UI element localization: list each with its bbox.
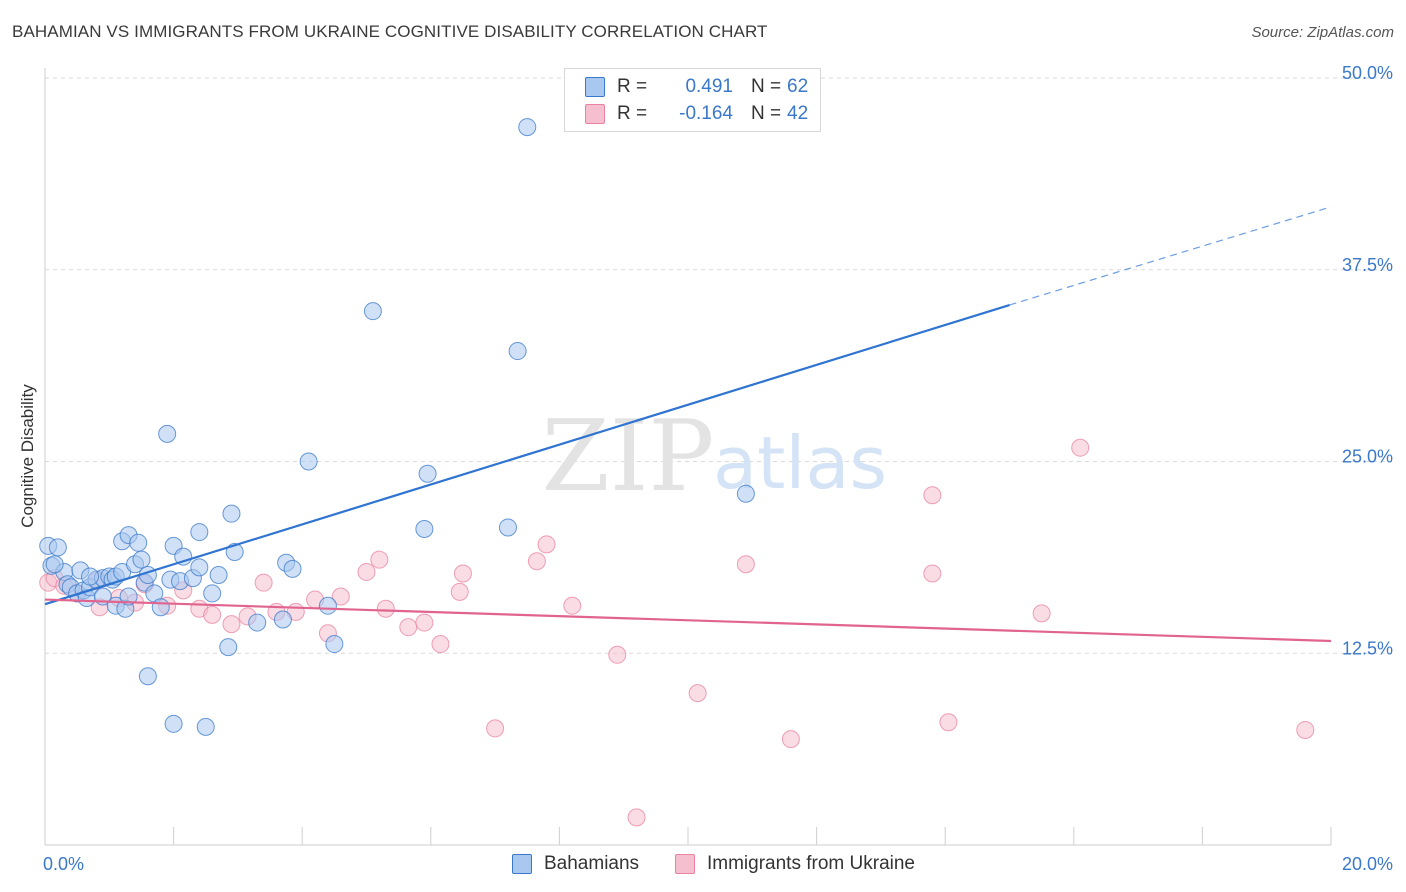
legend-n-label: N = [751, 76, 782, 97]
bahamian-point [209, 566, 228, 585]
bahamian-point [222, 504, 241, 523]
bahamian-point [151, 598, 170, 617]
bahamian-point [299, 452, 318, 471]
legend-r-label: R = [617, 76, 648, 97]
ukraine-point [563, 596, 582, 615]
bahamian-point [190, 558, 209, 577]
correlation-legend: R = 0.491 N = 62 R = -0.164 N = 42 [564, 68, 821, 132]
bahamian-point [48, 538, 67, 557]
bahamian-point [45, 555, 64, 574]
ukraine-point [399, 618, 418, 637]
bahamian-point [219, 638, 238, 657]
watermark: ZIP atlas [542, 400, 887, 514]
bottom-legend-label: Immigrants from Ukraine [707, 853, 915, 874]
ukraine-point [1296, 720, 1315, 739]
bahamian-point [190, 523, 209, 542]
bahamian-point [508, 342, 527, 361]
ukraine-point [376, 599, 395, 618]
ukraine-point [370, 550, 389, 569]
bahamian-point [196, 717, 215, 736]
ukraine-trend-line [44, 598, 1332, 643]
bahamian-point [138, 667, 157, 686]
source-label: Source: ZipAtlas.com [1251, 24, 1394, 41]
bahamian-point [415, 519, 434, 538]
legend-n-value: 62 [787, 76, 809, 97]
bahamian-point [325, 635, 344, 654]
bahamian-point [498, 518, 517, 537]
tick-label-layer: 12.5% 25.0% 37.5% 50.0% 0.0% 20.0% [43, 63, 1393, 874]
bahamian-point [132, 550, 151, 569]
ukraine-point [923, 486, 942, 505]
bahamian-point [248, 613, 267, 632]
bahamian-point [81, 567, 100, 586]
legend-r-label: R = [617, 103, 648, 124]
ukraine-point [939, 713, 958, 732]
ukraine-point [486, 719, 505, 738]
y-tick-label: 12.5% [1342, 638, 1393, 658]
grid-layer [45, 77, 1392, 654]
ukraine-point [431, 635, 450, 654]
legend-swatch-blue [585, 77, 605, 97]
ukraine-point [627, 808, 646, 827]
ukraine-point [736, 555, 755, 574]
bottom-legend-bahamians: Bahamians [512, 852, 639, 876]
bahamian-point [164, 714, 183, 733]
bahamian-point [158, 424, 177, 443]
chart-title: BAHAMIAN VS IMMIGRANTS FROM UKRAINE COGN… [12, 22, 768, 41]
x-tick-label: 20.0% [1342, 854, 1393, 874]
ukraine-point [1071, 438, 1090, 457]
ukraine-point [357, 562, 376, 581]
watermark-zip: ZIP [542, 400, 715, 514]
bahamian-point [273, 610, 292, 629]
legend-row-bahamians: R = 0.491 N = 62 [585, 74, 808, 100]
ukraine-point [688, 684, 707, 703]
bahamian-point [283, 559, 302, 578]
legend-row-ukraine: R = -0.164 N = 42 [585, 101, 808, 127]
bahamian-point [318, 596, 337, 615]
y-tick-label: 25.0% [1342, 447, 1393, 467]
ukraine-point [222, 615, 241, 634]
ukraine-point [331, 587, 350, 606]
bottom-legend-label: Bahamians [544, 853, 640, 874]
ukraine-point [203, 605, 222, 624]
ukraine-point [537, 535, 556, 554]
legend-r-value: -0.164 [679, 103, 733, 124]
points-layer [39, 118, 1315, 827]
ukraine-point [608, 645, 627, 664]
bahamian-point [129, 533, 148, 552]
bahamian-point [119, 587, 138, 606]
x-tick-label: 0.0% [43, 854, 84, 874]
ukraine-point [254, 573, 273, 592]
y-tick-label: 50.0% [1342, 63, 1393, 83]
ukraine-point [453, 564, 472, 583]
ukraine-point [415, 613, 434, 632]
legend-r-value: 0.491 [685, 76, 733, 97]
ukraine-point [781, 730, 800, 749]
bahamian-trend-line [44, 303, 1010, 606]
ukraine-point [923, 564, 942, 583]
bahamian-point [203, 584, 222, 603]
ukraine-point [450, 582, 469, 601]
ukraine-point [1032, 604, 1051, 623]
bottom-legend-swatch-pink [675, 854, 695, 874]
bahamian-point [363, 302, 382, 321]
bottom-legend-ukraine: Immigrants from Ukraine [675, 852, 915, 876]
bahamian-trend-extension [1009, 206, 1332, 306]
bahamian-point [736, 484, 755, 503]
legend-n-label: N = [751, 103, 782, 124]
bahamian-point [418, 464, 437, 483]
axis-layer [44, 68, 1332, 846]
y-tick-label: 37.5% [1342, 255, 1393, 275]
legend-swatch-pink [585, 104, 605, 124]
legend-n-value: 42 [787, 103, 809, 124]
bahamian-point [518, 118, 537, 137]
bottom-legend-swatch-blue [512, 854, 532, 874]
ukraine-point [527, 552, 546, 571]
y-axis-label: Cognitive Disability [18, 384, 37, 528]
trend-layer [44, 206, 1332, 643]
